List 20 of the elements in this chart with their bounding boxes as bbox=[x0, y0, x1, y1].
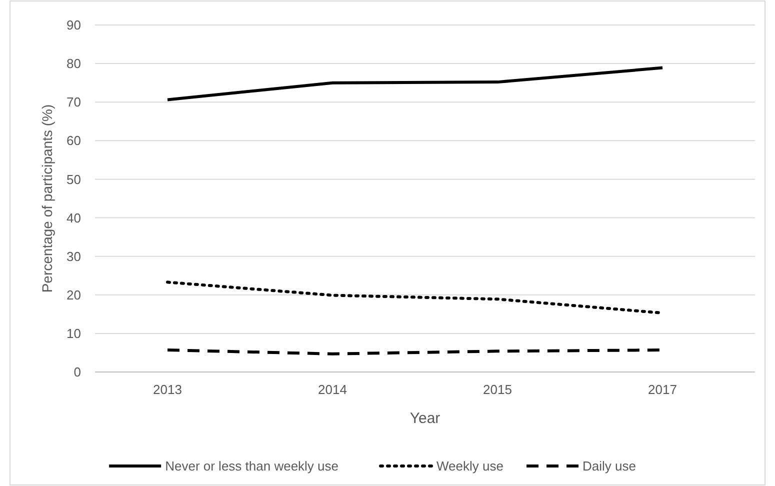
x-axis-title: Year bbox=[410, 410, 440, 427]
y-tick-label: 20 bbox=[66, 287, 81, 302]
y-tick-label: 40 bbox=[66, 210, 81, 226]
y-tick-label: 50 bbox=[66, 172, 81, 187]
y-tick-label: 10 bbox=[66, 326, 81, 341]
x-tick-label: 2015 bbox=[483, 382, 512, 397]
legend-label: Weekly use bbox=[436, 458, 504, 474]
legend-label: Never or less than weekly use bbox=[165, 458, 339, 474]
y-tick-label: 60 bbox=[66, 133, 81, 148]
y-axis-title: Percentage of participants (%) bbox=[39, 104, 55, 293]
x-tick-label: 2017 bbox=[648, 382, 677, 397]
y-tick-label: 90 bbox=[66, 18, 81, 33]
y-tick-label: 0 bbox=[74, 364, 81, 380]
x-tick-label: 2013 bbox=[153, 382, 182, 397]
x-tick-label: 2014 bbox=[318, 382, 347, 397]
y-tick-label: 80 bbox=[66, 56, 81, 72]
y-tick-label: 30 bbox=[66, 248, 81, 264]
legend-label: Daily use bbox=[582, 458, 636, 474]
y-tick-label: 70 bbox=[66, 94, 81, 110]
line-series bbox=[166, 66, 664, 102]
